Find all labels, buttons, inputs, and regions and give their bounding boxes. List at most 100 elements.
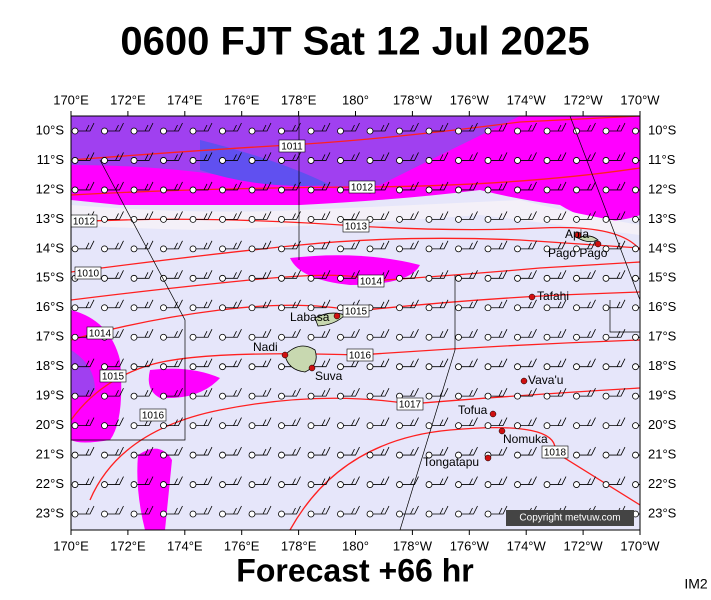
barb [225, 329, 242, 338]
barb-station [602, 481, 610, 488]
barb-station [160, 363, 167, 371]
lon-label: 176°W [450, 92, 490, 107]
barb-station [248, 451, 256, 459]
barb-station [425, 392, 433, 400]
isobar-label-box [278, 139, 306, 153]
barb [343, 152, 360, 161]
lon-label: 174°E [167, 538, 203, 553]
barb [402, 240, 419, 250]
barb-station [455, 127, 462, 135]
barb-station [130, 186, 138, 194]
barb [491, 152, 508, 161]
barb [579, 329, 596, 338]
barb-station [189, 186, 197, 194]
barb-station [455, 481, 462, 488]
barb [255, 329, 272, 338]
barb-station [307, 333, 315, 341]
isobar-label-box [342, 304, 370, 318]
isobar-label-box [139, 408, 167, 422]
barb-station [455, 215, 462, 223]
barb-station [514, 363, 521, 371]
barb-station [219, 157, 226, 164]
barb-station [455, 274, 462, 282]
lon-label: 174°E [167, 92, 203, 107]
place-dot [281, 351, 289, 359]
isobar-label: 1016 [142, 411, 165, 422]
barb [491, 417, 508, 427]
barb [107, 505, 124, 515]
barb-station [543, 422, 551, 430]
place-dot [484, 454, 492, 462]
barb-station [366, 333, 374, 341]
barb [550, 299, 567, 309]
barb-station [278, 333, 285, 341]
barb [609, 387, 626, 397]
place-label: Vava'u [528, 373, 563, 387]
barb-station [307, 245, 315, 253]
barb [461, 476, 478, 485]
barb-station [602, 422, 610, 430]
barb-station [484, 333, 492, 341]
barb-station [543, 392, 551, 400]
barb-station [337, 127, 344, 135]
barb-station [101, 451, 108, 459]
barb-station [396, 363, 403, 371]
barb-station [219, 127, 226, 135]
barb-station [514, 274, 521, 282]
barb [343, 122, 360, 132]
place-label: Apia [565, 227, 589, 241]
barb [520, 446, 537, 456]
place-label: Tafahi [537, 289, 569, 303]
barb [314, 240, 331, 250]
barb [343, 417, 360, 427]
barb [402, 476, 419, 485]
barb-station [248, 245, 256, 253]
barb-station [573, 333, 580, 341]
lon-label: 180° [342, 538, 369, 553]
lon-label: 178°E [281, 92, 317, 107]
barb [314, 476, 331, 485]
lat-label: 13°S [36, 211, 65, 226]
lat-label: 23°S [648, 505, 677, 520]
barb-station [632, 363, 639, 371]
isobar-label-box [348, 180, 376, 194]
barb [78, 505, 95, 515]
barb [255, 505, 272, 515]
barb [107, 181, 124, 191]
barb [579, 476, 596, 485]
barb-station [101, 186, 108, 194]
wind-zone [148, 368, 220, 399]
barb-station [455, 245, 462, 253]
barb-station [573, 481, 580, 488]
barb [343, 270, 360, 279]
barb-station [101, 510, 108, 518]
barb-station [425, 157, 433, 164]
barb [78, 446, 95, 456]
barb-station [160, 451, 167, 459]
barb-station [573, 392, 580, 400]
isobar-label-box [346, 348, 374, 362]
barb [520, 358, 537, 368]
barb-station [366, 157, 374, 164]
barb-station [632, 422, 639, 430]
barb [166, 211, 183, 220]
isobar-label: 1014 [360, 277, 383, 288]
barb [343, 505, 360, 515]
barb [373, 387, 390, 397]
barb [520, 152, 537, 161]
barb [432, 446, 449, 456]
barb [579, 122, 596, 132]
barb [520, 417, 537, 427]
barb [579, 152, 596, 161]
barb-station [219, 274, 226, 282]
barb-station [307, 510, 315, 518]
barb-station [219, 510, 226, 518]
barb-station [366, 363, 374, 371]
barb-station [366, 392, 374, 400]
place-dot [489, 410, 497, 418]
barb [402, 122, 419, 132]
wind-zone [200, 140, 330, 186]
barb-station [396, 127, 403, 135]
barb [196, 505, 213, 515]
barb [491, 240, 508, 250]
